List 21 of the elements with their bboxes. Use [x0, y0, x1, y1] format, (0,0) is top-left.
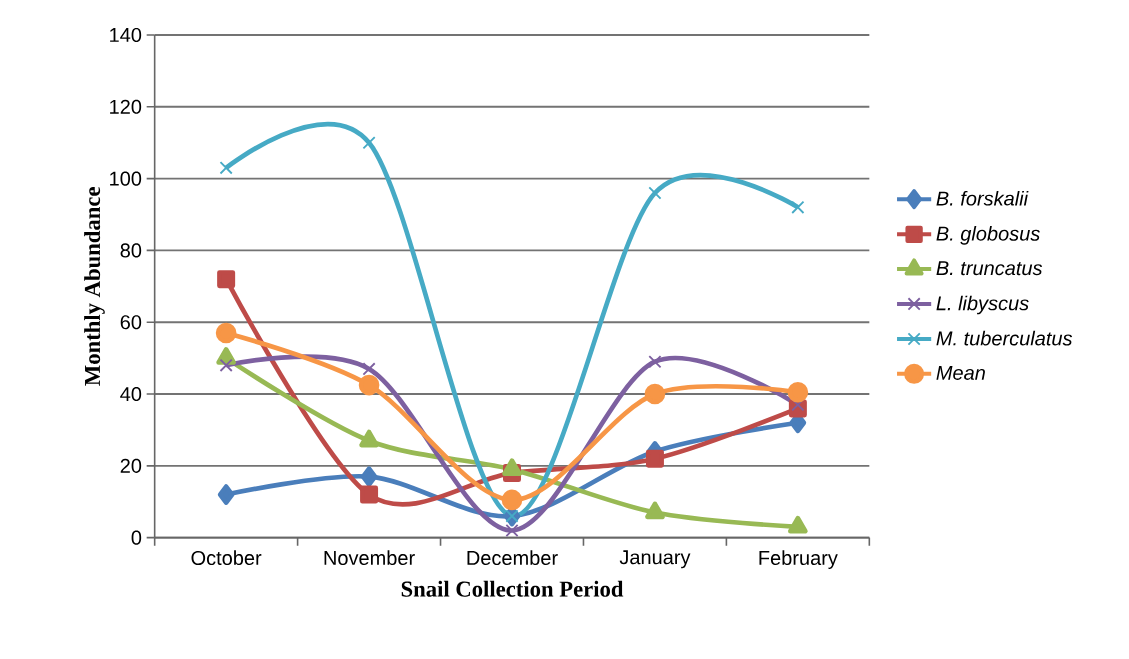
y-tick-label: 80	[120, 243, 142, 258]
y-tick-label: 60	[120, 315, 142, 330]
x-tick-label: October	[191, 550, 262, 566]
y-tick-label: 40	[120, 386, 142, 402]
x-tick-label: January	[619, 550, 691, 569]
legend-label: B. forskalii	[936, 190, 1029, 206]
y-axis-title: Monthly Abundance	[84, 187, 105, 386]
y-tick-label: 140	[110, 27, 142, 43]
y-tick-label: 100	[110, 171, 142, 186]
x-axis-title: Snail Collection Period	[401, 580, 624, 597]
y-tick-label: 20	[120, 458, 142, 473]
legend-label: L. libyscus	[936, 295, 1029, 315]
y-tick-label: 0	[131, 530, 142, 545]
legend-label: B. truncatus	[936, 261, 1043, 276]
x-tick-label: February	[759, 550, 838, 569]
y-tick-label: 120	[110, 99, 142, 114]
legend-label: B. globosus	[936, 226, 1040, 245]
legend-label: M. tuberculatus	[936, 330, 1073, 346]
x-tick-label: November	[324, 550, 415, 566]
legend-label: Mean	[936, 365, 985, 380]
x-tick-label: December	[467, 550, 558, 566]
